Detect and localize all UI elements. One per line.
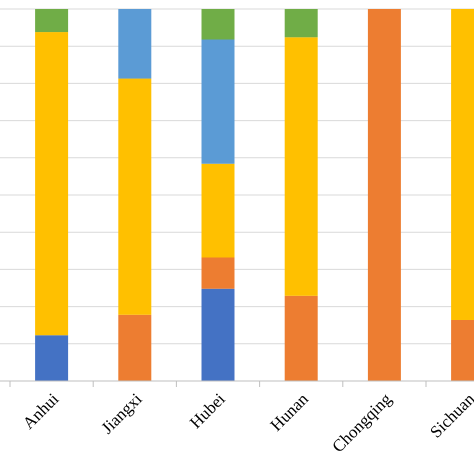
- x-tick-labels: Anhui Jiangxi Hubei Hunan Chongqing Sichuan: [19, 389, 474, 456]
- x-tick-label: Hubei: [186, 389, 229, 432]
- bar-segment: [201, 163, 235, 258]
- bar-segment: [367, 9, 401, 381]
- bar-segment: [451, 9, 474, 320]
- bar-segment: [35, 335, 69, 381]
- gridlines: [0, 8, 474, 345]
- bar-segment: [284, 37, 318, 296]
- bar-segment: [284, 9, 318, 38]
- x-tick-label: Sichuan: [426, 389, 474, 442]
- bar-segment: [451, 319, 474, 381]
- bar-segment: [284, 295, 318, 381]
- x-axis: [0, 380, 474, 387]
- bar-segment: [118, 314, 152, 381]
- x-tick-label: Anhui: [19, 389, 63, 433]
- x-tick-label: Chongqing: [328, 389, 395, 456]
- bar-stacks: [35, 9, 474, 381]
- x-tick-label: Jiangxi: [97, 389, 145, 437]
- bar-segment: [201, 9, 235, 40]
- bar-segment: [201, 288, 235, 381]
- x-tick-label: Hunan: [267, 389, 313, 435]
- bar-segment: [201, 257, 235, 289]
- bar-segment: [118, 9, 152, 79]
- bar-segment: [201, 39, 235, 164]
- bar-segment: [118, 78, 152, 315]
- bar-segment: [35, 32, 69, 336]
- bar-segment: [35, 9, 69, 33]
